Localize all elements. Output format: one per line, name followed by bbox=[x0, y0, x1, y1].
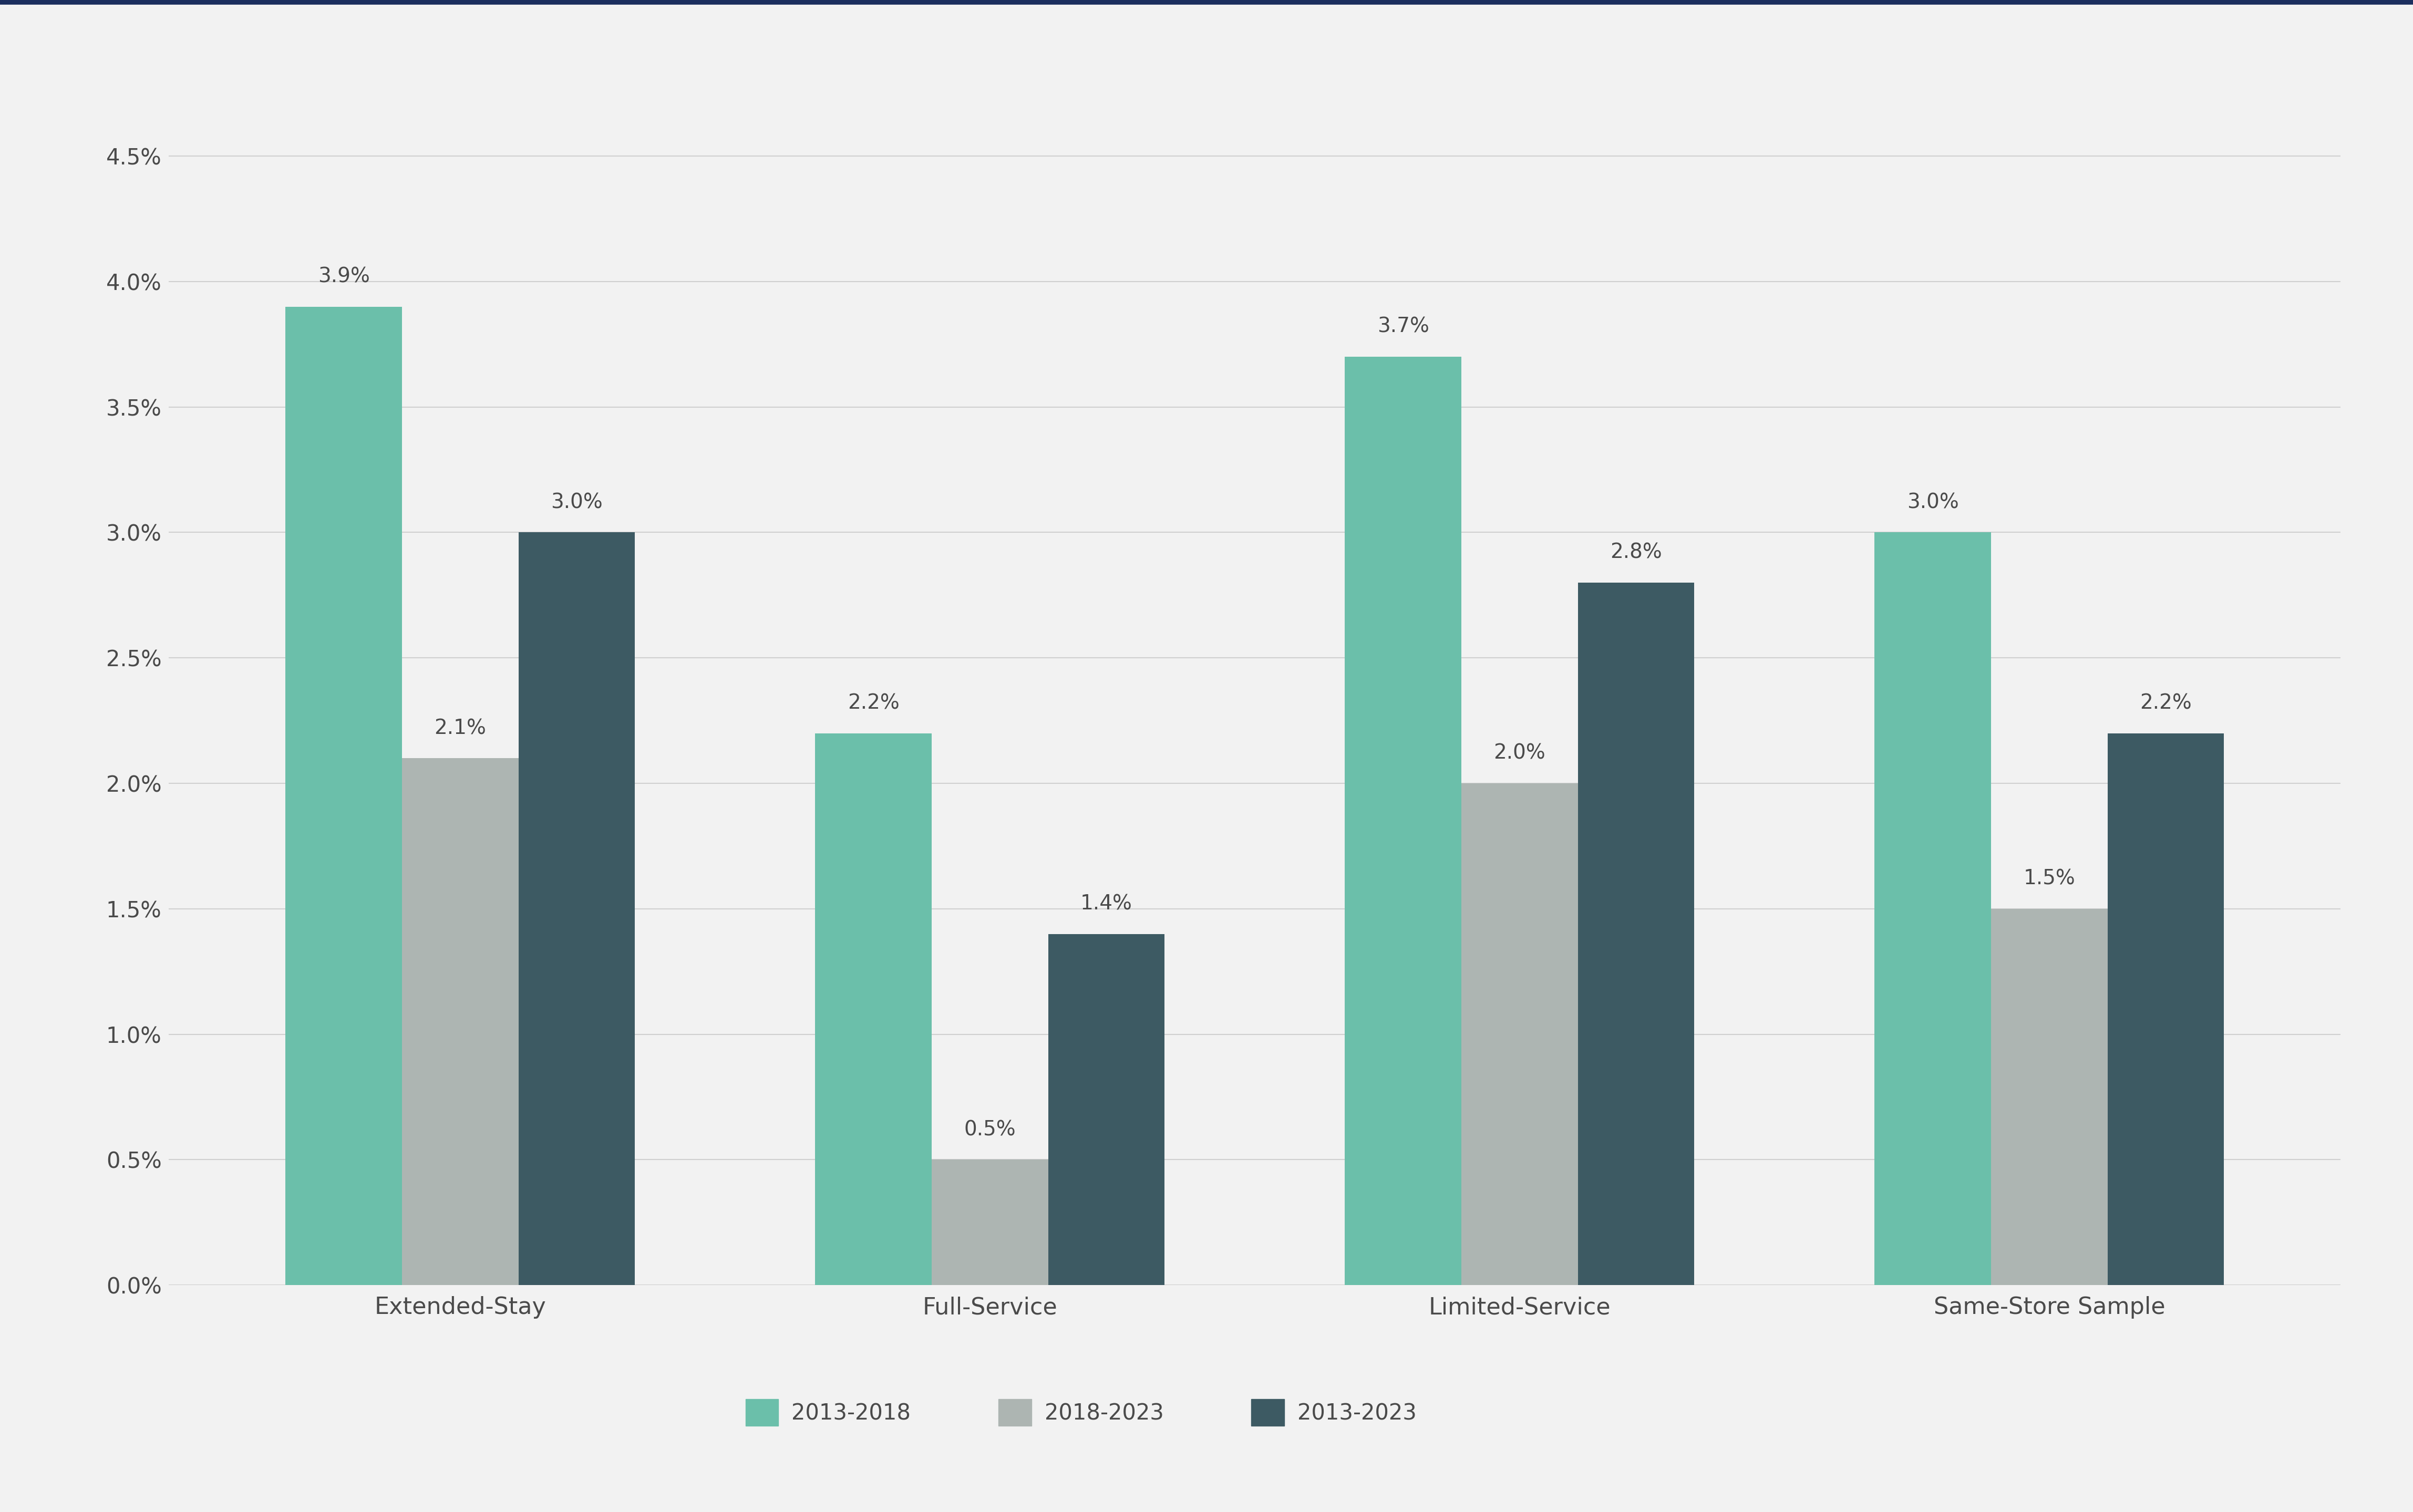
Bar bbox=[1344, 357, 1462, 1285]
Text: 2.2%: 2.2% bbox=[2140, 692, 2191, 714]
Bar bbox=[1875, 532, 1991, 1285]
Bar bbox=[2107, 733, 2225, 1285]
Bar bbox=[1047, 934, 1165, 1285]
Text: 2.8%: 2.8% bbox=[1609, 543, 1663, 562]
Text: 1.5%: 1.5% bbox=[2025, 869, 2075, 889]
Bar bbox=[1578, 582, 1694, 1285]
Bar bbox=[931, 1160, 1047, 1285]
Text: CAGR: CAGR bbox=[174, 0, 241, 6]
Bar bbox=[519, 532, 635, 1285]
Text: 3.9%: 3.9% bbox=[319, 266, 369, 286]
Text: 2.0%: 2.0% bbox=[1494, 744, 1547, 764]
Text: 3.0%: 3.0% bbox=[1906, 493, 1959, 513]
Text: 2.2%: 2.2% bbox=[847, 692, 900, 714]
Text: 1.4%: 1.4% bbox=[1081, 894, 1132, 913]
Bar bbox=[816, 733, 931, 1285]
Text: 3.7%: 3.7% bbox=[1378, 316, 1428, 337]
Bar bbox=[1991, 909, 2107, 1285]
Legend: 2013-2018, 2018-2023, 2013-2023: 2013-2018, 2018-2023, 2013-2023 bbox=[736, 1391, 1426, 1435]
Text: 3.0%: 3.0% bbox=[550, 493, 603, 513]
Text: 2.1%: 2.1% bbox=[434, 718, 485, 738]
Bar bbox=[403, 758, 519, 1285]
Bar bbox=[285, 307, 403, 1285]
Text: 0.5%: 0.5% bbox=[965, 1120, 1016, 1140]
Bar bbox=[1462, 783, 1578, 1285]
